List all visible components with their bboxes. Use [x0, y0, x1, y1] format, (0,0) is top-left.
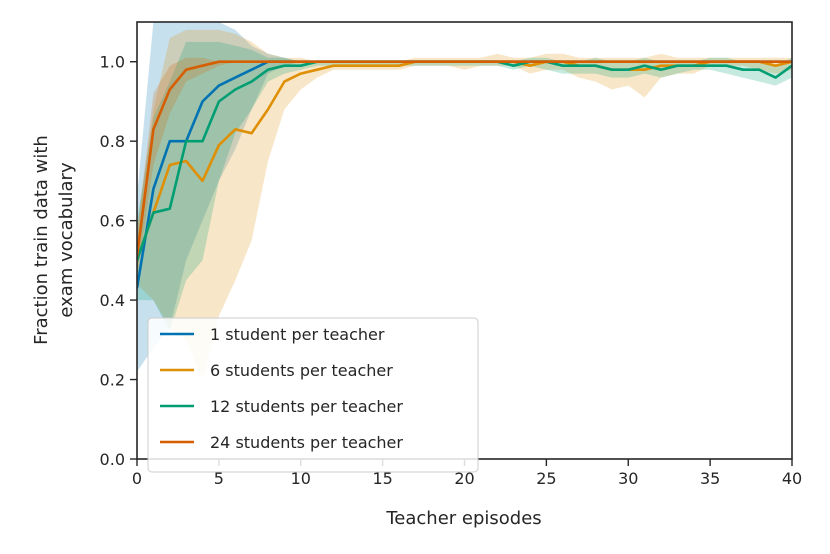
y-axis-label-line-1: Fraction train data with [31, 135, 52, 345]
x-tick-label: 35 [700, 469, 720, 488]
y-tick-label: 1.0 [100, 53, 125, 72]
legend-label-6-students-per-teacher: 6 students per teacher [210, 361, 393, 380]
x-tick-label: 15 [372, 469, 392, 488]
x-tick-label: 25 [536, 469, 556, 488]
y-axis-label-line-2: exam vocabulary [56, 162, 77, 318]
legend: 1 student per teacher 6 students per teac… [147, 317, 479, 473]
band-12-students-per-teacher [137, 41, 792, 332]
x-axis: 0 5 10 15 20 25 30 35 40 [132, 459, 802, 488]
x-tick-label: 5 [214, 469, 224, 488]
legend-label-1-student-per-teacher: 1 student per teacher [210, 325, 385, 344]
y-tick-label: 0.0 [100, 450, 125, 469]
y-axis: 0.0 0.2 0.4 0.6 0.8 1.0 [100, 53, 137, 469]
x-tick-label: 20 [454, 469, 474, 488]
y-tick-label: 0.4 [100, 291, 125, 310]
band-1-student-per-teacher [137, 22, 792, 372]
series-lines [137, 60, 792, 289]
legend-frame [147, 317, 479, 473]
legend-label-12-students-per-teacher: 12 students per teacher [210, 397, 403, 416]
y-tick-label: 0.6 [100, 212, 125, 231]
x-axis-label: Teacher episodes [385, 508, 541, 529]
y-tick-label: 0.8 [100, 132, 125, 151]
y-tick-label: 0.2 [100, 371, 125, 390]
x-tick-label: 40 [782, 469, 802, 488]
legend-label-24-students-per-teacher: 24 students per teacher [210, 433, 403, 452]
line-24-students-per-teacher [137, 60, 792, 257]
x-tick-label: 0 [132, 469, 142, 488]
x-tick-label: 30 [618, 469, 638, 488]
x-tick-label: 10 [291, 469, 311, 488]
